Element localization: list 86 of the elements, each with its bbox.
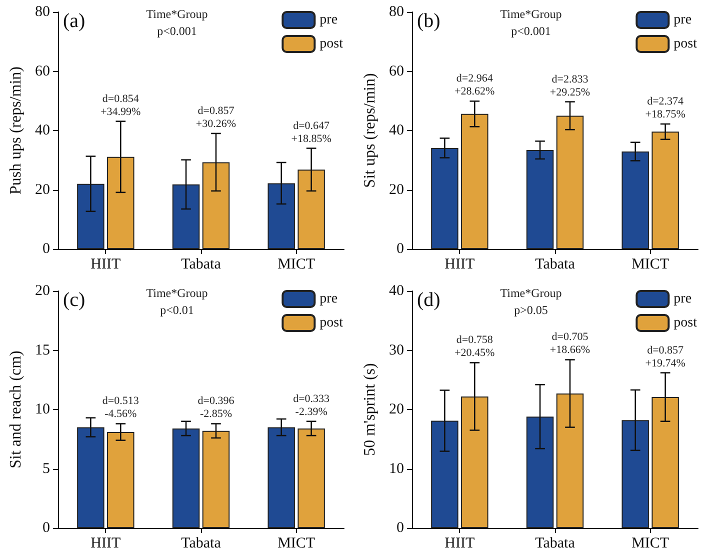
x-tick-label: MICT [632,256,670,272]
y-tick-label: 30 [389,342,404,358]
y-tick-label: 5 [42,460,50,477]
y-tick-label: 20 [35,283,50,299]
legend-label: post [674,316,698,330]
chart-title: (d) [417,289,440,311]
annotation: Time*Group [500,286,562,300]
y-tick-label: 80 [35,4,50,20]
y-axis-title: Push ups (reps/min) [8,66,24,194]
bar [461,114,488,249]
annotation: d=2.964 +28.62% [454,72,495,98]
annotation: Time*Group [500,7,562,21]
y-axis-title: Sit and reach (cm) [8,350,24,468]
y-tick-label: 10 [35,402,50,418]
legend-label: pre [320,292,338,306]
legend-label: post [320,36,344,52]
y-tick-label: 60 [35,63,50,80]
bar [526,416,554,528]
bar [652,132,679,249]
legend-label: post [320,316,344,330]
bar [431,148,458,249]
y-tick-label: 0 [396,241,404,257]
bar [461,396,488,528]
annotation: p<0.01 [160,303,194,317]
annotation: d=0.513 -4.56% [102,395,140,420]
y-tick-label: 40 [35,122,50,138]
annotation: d=2.374 +18.75% [645,95,686,120]
annotation: d=0.333 -2.39% [293,392,330,418]
annotation: d=0.396 -2.85% [198,395,235,420]
annotation: p>0.05 [514,303,548,317]
y-tick-label: 20 [389,402,404,418]
bar [652,397,679,528]
bar [556,116,584,249]
legend-label: pre [674,12,692,28]
bar [77,184,104,249]
bar [622,152,649,249]
legend-label: post [674,36,698,52]
x-tick-label: HIIT [444,536,475,552]
chart-title: (c) [63,289,86,311]
bar [202,162,230,249]
annotation: p<0.001 [157,24,197,38]
chart-title: (a) [63,10,86,32]
y-tick-label: 0 [396,520,404,536]
legend-label: pre [674,292,692,306]
x-tick-label: Tabata [181,256,222,272]
x-tick-label: Tabata [181,536,222,552]
y-tick-label: 20 [389,182,404,198]
bar [268,183,295,249]
annotation: Time*Group [146,286,208,300]
y-tick-label: 40 [389,122,404,138]
y-tick-label: 20 [35,182,50,198]
y-tick-label: 40 [389,283,404,299]
bar [622,420,649,528]
annotation: Time*Group [146,7,208,21]
annotation: p<0.001 [511,24,551,38]
annotation: d=0.854 +34.99% [100,92,141,118]
y-tick-label: 80 [389,4,404,20]
y-tick-label: 60 [389,63,404,80]
x-tick-label: Tabata [535,536,576,552]
x-tick-label: MICT [278,536,316,552]
annotation: d=0.758 +20.45% [454,334,495,360]
y-tick-label: 0 [42,520,50,536]
bar [107,156,134,249]
bar [172,184,200,249]
bar [298,170,325,249]
bar [526,150,554,249]
y-tick-label: 10 [389,460,404,477]
annotation: d=0.857 +19.74% [645,344,686,370]
y-axis-title: Sit ups (reps/min) [362,73,378,188]
x-tick-label: Tabata [535,256,576,272]
y-axis-title: 50 m'sprint (s) [362,363,378,456]
x-tick-label: MICT [278,256,316,272]
chart-title: (b) [417,10,440,32]
legend-label: pre [320,12,338,28]
bar [556,394,584,528]
bar [431,420,458,528]
x-tick-label: HIIT [444,256,475,272]
x-tick-label: MICT [632,536,670,552]
y-tick-label: 15 [35,342,50,358]
x-tick-label: HIIT [90,536,121,552]
annotation: d=2.833 +29.25% [550,73,590,98]
x-tick-label: HIIT [90,256,121,272]
annotation: d=0.705 +18.66% [550,331,590,356]
y-tick-label: 0 [42,241,50,257]
annotation: d=0.857 +30.26% [196,104,236,130]
annotation: d=0.647 +18.85% [291,120,332,145]
